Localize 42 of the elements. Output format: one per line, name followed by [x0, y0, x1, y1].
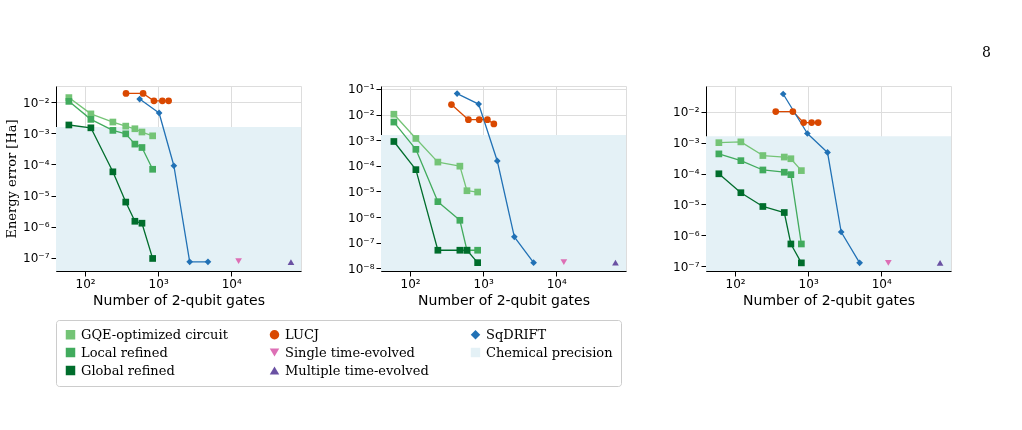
x-tick-label: 10²: [725, 276, 746, 291]
y-tick-label: 10⁻⁷: [673, 259, 700, 274]
text: 8: [982, 44, 991, 60]
y-tick-label: 10⁻³: [348, 133, 375, 148]
legend-label: Global refined: [81, 362, 175, 378]
x-tick-label: 10²: [75, 276, 96, 291]
y-tick-label: 10⁻⁷: [23, 251, 50, 266]
y-tick-label: 10⁻⁴: [673, 167, 700, 181]
y-axis-title: Energy error [Ha]: [4, 119, 20, 239]
y-tick-label: 10⁻⁶: [23, 220, 50, 235]
y-tick-label: 10⁻⁵: [23, 189, 50, 204]
y-tick-label: 10⁻⁴: [348, 159, 375, 174]
legend-label: Multiple time-evolved: [285, 362, 429, 378]
legend-label: Chemical precision: [486, 344, 614, 360]
legend-label: Single time-evolved: [285, 344, 415, 360]
x-axis-title: Number of 2-qubit gates: [93, 291, 265, 308]
y-tick-label: 10⁻²: [348, 108, 375, 123]
x-tick-label: 10²: [400, 276, 421, 291]
y-tick-label: 10⁻²: [23, 95, 50, 110]
x-tick-label: 10³: [148, 276, 169, 291]
legend-label: LUCJ: [285, 326, 320, 342]
y-tick-label: 10⁻⁶: [673, 228, 700, 243]
x-tick-label: 10⁴: [221, 276, 242, 291]
y-tick-label: 10⁻³: [673, 136, 700, 151]
y-tick-label: 10⁻³: [23, 126, 50, 141]
legend-label: SqDRIFT: [486, 326, 547, 342]
x-axis-title: Number of 2-qubit gates: [418, 291, 590, 308]
y-tick-label: 10⁻²: [673, 105, 700, 120]
y-tick-label: 10⁻⁴: [23, 157, 50, 172]
y-tick-label: 10⁻⁵: [348, 184, 375, 199]
x-tick-label: 10⁴: [871, 276, 892, 291]
y-tick-label: 10⁻⁶: [348, 210, 375, 225]
legend-label: GQE-optimized circuit: [81, 326, 229, 342]
legend-label: Local refined: [81, 344, 168, 360]
x-tick-label: 10³: [798, 276, 819, 291]
y-tick-label: 10⁻¹: [348, 82, 375, 97]
x-tick-label: 10³: [473, 276, 494, 291]
x-axis-title: Number of 2-qubit gates: [743, 291, 915, 308]
x-tick-label: 10⁴: [546, 276, 567, 291]
y-tick-label: 10⁻⁵: [673, 197, 700, 212]
y-tick-label: 10⁻⁸: [348, 261, 375, 276]
y-tick-label: 10⁻⁷: [348, 236, 375, 251]
